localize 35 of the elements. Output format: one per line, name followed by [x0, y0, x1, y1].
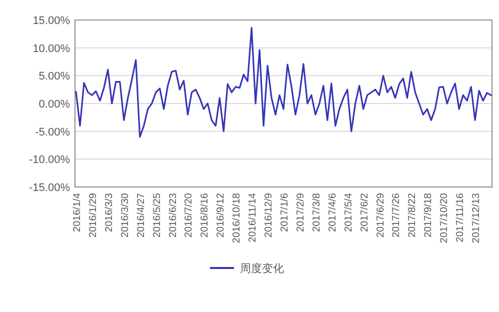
x-tick-label: 2017/5/4: [343, 192, 354, 232]
y-tick-label: -10.00%: [29, 154, 70, 166]
x-tick-label: 2016/10/18: [232, 192, 243, 244]
x-tick-label: 2016/9/12: [216, 192, 227, 238]
line-series: [75, 26, 492, 138]
x-tick-label: 2016/3/3: [104, 192, 115, 232]
y-tick-label: -15.00%: [29, 182, 70, 194]
x-tick-label: 2016/12/9: [264, 192, 275, 238]
x-tick-label: 2016/4/27: [136, 192, 147, 238]
x-tick-label: 2016/7/20: [184, 192, 195, 238]
x-tick-label: 2017/12/13: [471, 192, 482, 244]
x-tick-label: 2016/5/25: [152, 192, 163, 238]
x-tick-label: 2016/6/23: [168, 192, 179, 238]
x-tick-label: 2017/2/9: [295, 192, 306, 232]
x-tick-label: 2017/9/18: [423, 192, 434, 238]
y-tick-label: 5.00%: [38, 70, 70, 83]
x-tick-label: 2016/11/14: [248, 192, 259, 242]
x-tick-label: 2017/7/26: [391, 192, 402, 238]
x-tick-label: 2017/10/20: [439, 192, 450, 244]
y-tick-label: 0.00%: [38, 98, 70, 110]
y-tick-label: 10.00%: [32, 42, 70, 55]
x-tick-label: 2017/8/22: [407, 192, 418, 238]
legend-label: 周度变化: [240, 262, 284, 275]
x-tick-label: 2016/1/29: [88, 192, 99, 238]
x-tick-label: 2017/1/6: [280, 192, 290, 232]
x-tick-label: 2016/3/30: [120, 192, 131, 238]
x-tick-label: 2016/8/16: [200, 192, 211, 238]
x-tick-label: 2017/6/29: [375, 192, 386, 238]
x-tick-label: 2017/11/16: [455, 192, 466, 242]
x-tick-label: 2016/1/4: [72, 192, 83, 232]
x-tick-label: 2017/4/6: [327, 192, 338, 232]
x-tick-label: 2017/3/8: [311, 192, 322, 232]
x-tick-label: 2017/6/2: [359, 192, 370, 232]
y-tick-label: 15.00%: [32, 15, 70, 27]
y-tick-label: -5.00%: [35, 126, 70, 138]
